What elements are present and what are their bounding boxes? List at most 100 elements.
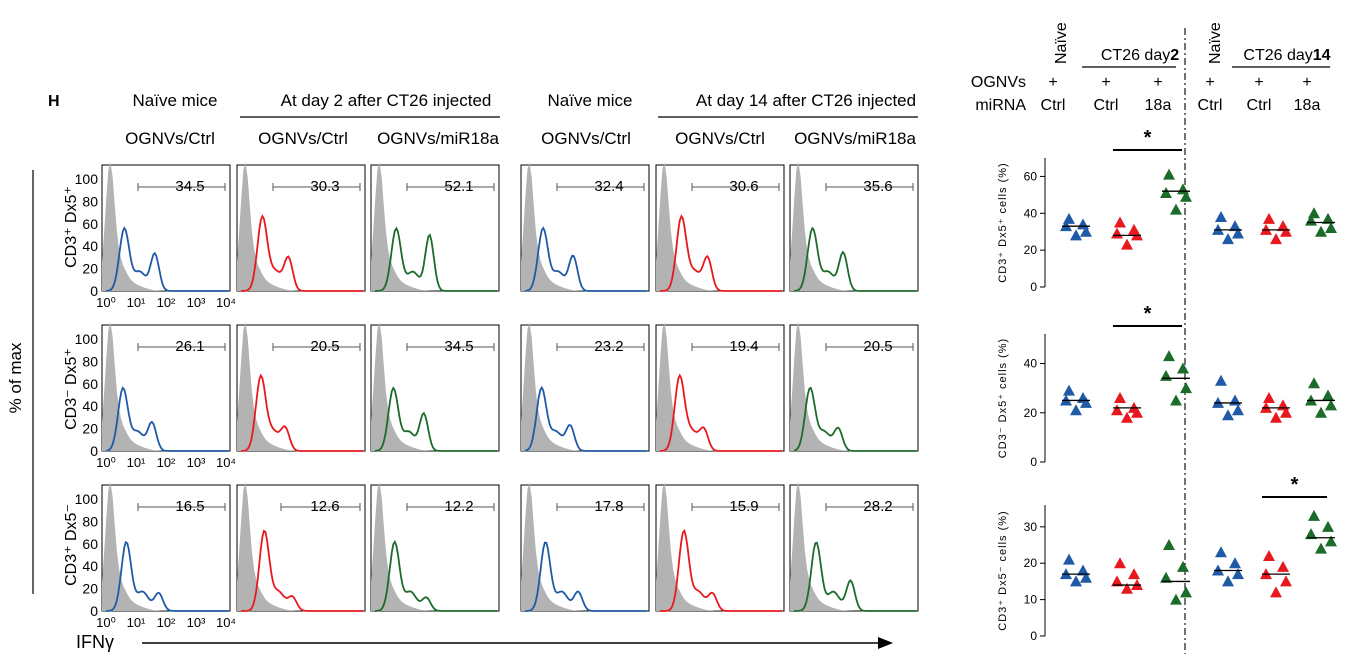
- subheader-day2-mir: OGNVs/miR18a: [377, 129, 499, 148]
- scatter-point: [1308, 207, 1320, 219]
- scatter-point: [1070, 404, 1082, 416]
- histogram-x-tick: 10³: [187, 295, 206, 310]
- header-plus: +: [1205, 74, 1214, 91]
- scatter-point: [1160, 571, 1172, 583]
- scatter-point: [1163, 539, 1175, 551]
- gate-percentage: 28.2: [863, 498, 892, 515]
- group-headers: Naïve mice At day 2 after CT26 injected …: [125, 91, 918, 148]
- scatter-point: [1315, 406, 1327, 418]
- histogram-y-tick: 80: [82, 513, 98, 529]
- scatter-point: [1229, 557, 1241, 569]
- subheader-naive-1: OGNVs/Ctrl: [125, 129, 215, 148]
- isotype-histogram: [521, 482, 649, 611]
- gate-percentage: 20.5: [310, 338, 339, 355]
- scatter-y-tick-label: 0: [1030, 280, 1037, 294]
- header-naive-rotated: Naïve: [1207, 22, 1224, 64]
- isotype-histogram: [371, 162, 499, 291]
- header-mirna-value: 18a: [1145, 97, 1172, 114]
- scatter-point: [1232, 227, 1244, 239]
- histogram-panel: 34.5: [370, 322, 500, 452]
- histogram-x-tick: 10⁰: [96, 455, 116, 470]
- scatter-point: [1080, 571, 1092, 583]
- scatter-point: [1160, 187, 1172, 199]
- isotype-histogram: [521, 322, 649, 451]
- histogram-panel: 32.4: [520, 162, 650, 292]
- isotype-histogram: [656, 162, 784, 291]
- significance-star: *: [1144, 127, 1152, 149]
- scatter-point: [1270, 411, 1282, 423]
- scatter-point: [1322, 520, 1334, 532]
- gate-percentage: 17.8: [594, 498, 623, 515]
- histogram-y-tick: 100: [75, 331, 99, 347]
- stained-histogram: [794, 541, 916, 612]
- scatter-point: [1111, 404, 1123, 416]
- histogram-x-tick: 10⁴: [216, 615, 236, 630]
- significance-star: *: [1291, 474, 1299, 496]
- stained-histogram: [793, 386, 916, 452]
- scatter-y-tick-label: 30: [1024, 520, 1038, 534]
- histogram-y-tick: 40: [82, 398, 98, 414]
- histogram-x-tick: 10⁰: [96, 295, 116, 310]
- scatter-plots: 0 20 40 60 CD3⁺ Dx5⁺ cells (%) * 0 20 40 CD3⁻ Dx5…: [997, 127, 1337, 643]
- scatter-point: [1180, 382, 1192, 394]
- scatter-point: [1177, 362, 1189, 374]
- header-ct26-day14: CT26 day14: [1243, 47, 1330, 64]
- scatter-point: [1322, 212, 1334, 224]
- scatter-point: [1170, 593, 1182, 605]
- panel-label: H: [48, 93, 60, 110]
- gate-percentage: 30.6: [729, 178, 758, 195]
- histogram-x-tick: 10⁰: [96, 615, 116, 630]
- gate-percentage: 34.5: [175, 178, 204, 195]
- scatter-y-label: CD3⁺ Dx5⁻ cells (%): [997, 510, 1009, 630]
- scatter-point: [1177, 560, 1189, 572]
- histogram-x-tick: 10⁴: [216, 455, 236, 470]
- isotype-histogram: [790, 162, 918, 291]
- scatter-panel: 0 20 40 CD3⁻ Dx5⁺ cells (%) *: [997, 303, 1337, 469]
- scatter-point: [1325, 222, 1337, 234]
- scatter-point: [1277, 399, 1289, 411]
- histogram-x-tick: 10³: [187, 615, 206, 630]
- histogram-y-tick: 20: [82, 261, 98, 277]
- histogram-y-tick: 20: [82, 581, 98, 597]
- header-mirna-value: 18a: [1294, 97, 1321, 114]
- stained-histogram: [375, 226, 497, 292]
- header-plus: +: [1302, 74, 1311, 91]
- scatter-y-tick-label: 20: [1024, 406, 1038, 420]
- scatter-point: [1163, 168, 1175, 180]
- gate-percentage: 26.1: [175, 338, 204, 355]
- histogram-panel: 52.1: [370, 162, 500, 292]
- header-day2: At day 2 after CT26 injected: [281, 91, 492, 110]
- histogram-y-tick: 40: [82, 238, 98, 254]
- scatter-point: [1170, 394, 1182, 406]
- scatter-point: [1263, 549, 1275, 561]
- stained-histogram: [660, 529, 782, 612]
- header-day14: At day 14 after CT26 injected: [696, 91, 916, 110]
- header-mirna-value: Ctrl: [1198, 97, 1223, 114]
- scatter-point: [1263, 212, 1275, 224]
- row-label-3: CD3⁺ Dx5⁻: [63, 504, 80, 586]
- scatter-point: [1222, 575, 1234, 587]
- stained-histogram: [660, 214, 782, 292]
- scatter-point: [1131, 406, 1143, 418]
- histogram-x-tick: 10²: [157, 455, 176, 470]
- histogram-x-tick: 10¹: [127, 455, 146, 470]
- scatter-point: [1280, 225, 1292, 237]
- histogram-panel: 16.5: [101, 482, 231, 612]
- histogram-y-tick: 0: [90, 443, 98, 459]
- header-mirna-value: Ctrl: [1041, 97, 1066, 114]
- scatter-y-tick-label: 0: [1030, 455, 1037, 469]
- scatter-point: [1111, 227, 1123, 239]
- scatter-y-tick-label: 60: [1024, 169, 1038, 183]
- scatter-point: [1114, 216, 1126, 228]
- isotype-histogram: [237, 482, 365, 611]
- histogram-panel: 30.3: [236, 162, 366, 292]
- scatter-panel: 0 10 20 30 CD3⁺ Dx5⁻ cells (%) *: [997, 474, 1337, 643]
- histogram-panel: 12.6: [236, 482, 366, 612]
- significance-star: *: [1144, 303, 1152, 325]
- header-mirna-label: miRNA: [975, 97, 1026, 114]
- scatter-point: [1322, 389, 1334, 401]
- header-plus: +: [1254, 74, 1263, 91]
- scatter-point: [1315, 225, 1327, 237]
